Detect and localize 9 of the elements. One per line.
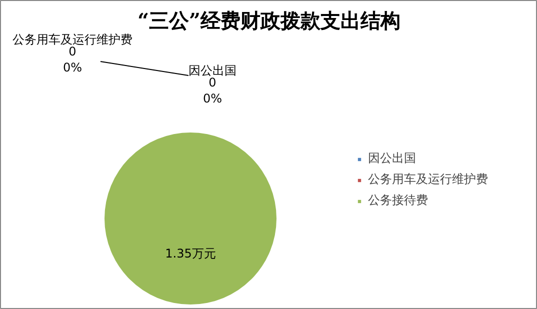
legend-label: 公务用车及运行维护费 [368,171,488,188]
text: 0 0% [62,44,82,74]
chart-title: “三公”经费财政拨款支出结构 [137,8,401,32]
legend-label: 因公出国 [368,150,416,167]
category-label: 因公出国 [188,64,236,78]
data-label: 1.35万元 [165,246,216,260]
category-label: 公务用车及运行维护费 [12,32,132,46]
legend-label: 公务接待费 [368,192,428,209]
text: 0 0% [202,76,222,106]
